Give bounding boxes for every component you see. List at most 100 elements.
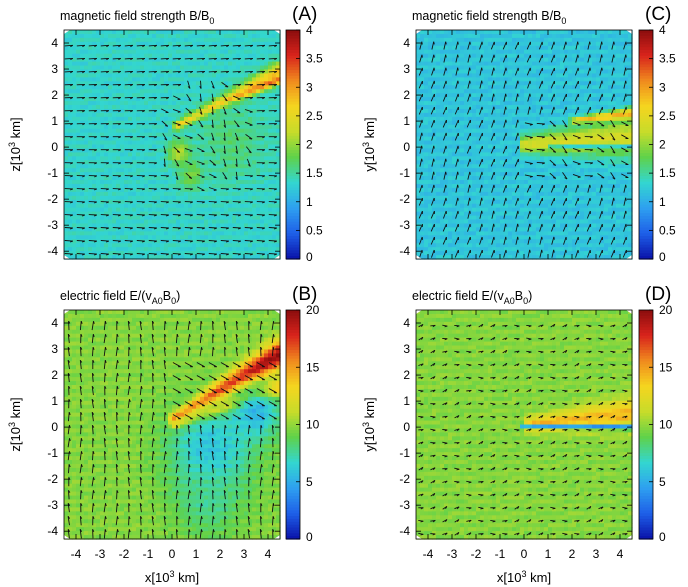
heatmap-cell <box>72 207 77 213</box>
heatmap-cell <box>256 207 261 213</box>
heatmap-cell <box>88 365 93 370</box>
heatmap-cell <box>132 152 137 157</box>
heatmap-cell <box>64 483 69 489</box>
heatmap-cell <box>68 97 73 102</box>
heatmap-cell <box>80 527 85 532</box>
heatmap-cell <box>164 65 169 71</box>
heatmap-cell <box>128 313 133 319</box>
heatmap-cell <box>220 85 225 90</box>
heatmap-cell <box>116 361 121 366</box>
heatmap-cell <box>72 325 77 331</box>
heatmap-cell <box>120 503 125 509</box>
heatmap-cell <box>240 57 245 63</box>
heatmap-cell <box>224 251 229 256</box>
heatmap-cell <box>188 172 193 177</box>
heatmap-cell <box>276 69 281 75</box>
vector-arrow <box>196 161 205 165</box>
heatmap-cell <box>272 97 277 102</box>
heatmap-cell <box>160 124 165 130</box>
heatmap-cell <box>112 325 117 331</box>
heatmap-cell <box>68 503 73 509</box>
heatmap-cell <box>276 156 281 161</box>
heatmap-cell <box>124 507 129 512</box>
vector-arrowhead <box>154 123 158 126</box>
heatmap-cell <box>124 424 129 430</box>
heatmap-cell <box>212 168 217 173</box>
heatmap-cell <box>228 120 233 126</box>
vector-arrowhead <box>94 84 98 87</box>
heatmap-cell <box>256 85 261 90</box>
heatmap-cell <box>172 231 177 236</box>
heatmap-cell <box>256 187 261 193</box>
heatmap-cell <box>120 463 125 469</box>
heatmap-cell <box>84 412 89 418</box>
colorbar-segment <box>286 173 300 177</box>
heatmap-cell <box>132 519 137 524</box>
heatmap-cell <box>168 183 173 189</box>
heatmap-cell <box>100 120 105 126</box>
vector-arrowhead <box>212 164 217 166</box>
heatmap-cell <box>184 144 189 150</box>
heatmap-cell <box>124 388 129 394</box>
heatmap-cell <box>68 369 73 374</box>
heatmap-cell <box>104 483 109 489</box>
heatmap-cell <box>200 65 205 71</box>
heatmap-cell <box>64 176 69 181</box>
heatmap-cell <box>268 168 273 173</box>
heatmap-cell <box>132 448 137 453</box>
heatmap-cell <box>224 128 229 134</box>
heatmap-cell <box>116 483 121 489</box>
heatmap-cell <box>164 41 169 47</box>
heatmap-cell <box>88 239 93 244</box>
heatmap-cell <box>64 239 69 244</box>
heatmap-cell <box>256 235 261 240</box>
heatmap-cell <box>120 124 125 130</box>
heatmap-cell <box>124 329 129 335</box>
heatmap-cell <box>188 120 193 126</box>
heatmap-cell <box>192 219 197 225</box>
heatmap-cell <box>112 116 117 122</box>
heatmap-cell <box>80 313 85 319</box>
heatmap-cell <box>132 317 137 323</box>
heatmap-cell <box>212 116 217 122</box>
heatmap-cell <box>64 420 69 426</box>
heatmap-cell <box>172 183 177 189</box>
heatmap-cell <box>72 183 77 189</box>
heatmap-cell <box>252 108 257 114</box>
heatmap-cell <box>92 456 97 461</box>
heatmap-cell <box>72 428 77 433</box>
heatmap-cell <box>152 77 157 82</box>
heatmap-cell <box>244 247 249 252</box>
heatmap-cell <box>84 73 89 78</box>
heatmap-cell <box>92 128 97 134</box>
heatmap-cell <box>104 424 109 430</box>
heatmap-cell <box>168 164 173 169</box>
heatmap-cell <box>128 321 133 327</box>
heatmap-cell <box>104 313 109 319</box>
heatmap-cell <box>152 81 157 86</box>
vector-arrow <box>235 145 238 154</box>
vector-arrowhead <box>94 188 97 191</box>
heatmap-cell <box>68 207 73 213</box>
heatmap-cell <box>92 511 97 516</box>
heatmap-cell <box>204 41 209 47</box>
vector-arrowhead <box>274 44 278 48</box>
heatmap-cell <box>224 156 229 161</box>
heatmap-cell <box>276 108 281 114</box>
heatmap-cell <box>156 168 161 173</box>
vector-arrow <box>64 44 73 47</box>
heatmap-cell <box>84 361 89 366</box>
heatmap-cell <box>116 223 121 229</box>
heatmap-cell <box>140 152 145 157</box>
colorbar-tick-label: 2.5 <box>306 109 323 123</box>
heatmap-cell <box>68 381 73 386</box>
heatmap-cell <box>148 156 153 161</box>
heatmap-cell <box>68 219 73 225</box>
vector-arrow <box>136 253 145 255</box>
heatmap-cell <box>148 77 153 82</box>
heatmap-cell <box>88 357 93 362</box>
heatmap-cell <box>80 251 85 256</box>
heatmap-cell <box>236 57 241 63</box>
heatmap-cell <box>76 527 81 532</box>
heatmap-cell <box>112 317 117 323</box>
